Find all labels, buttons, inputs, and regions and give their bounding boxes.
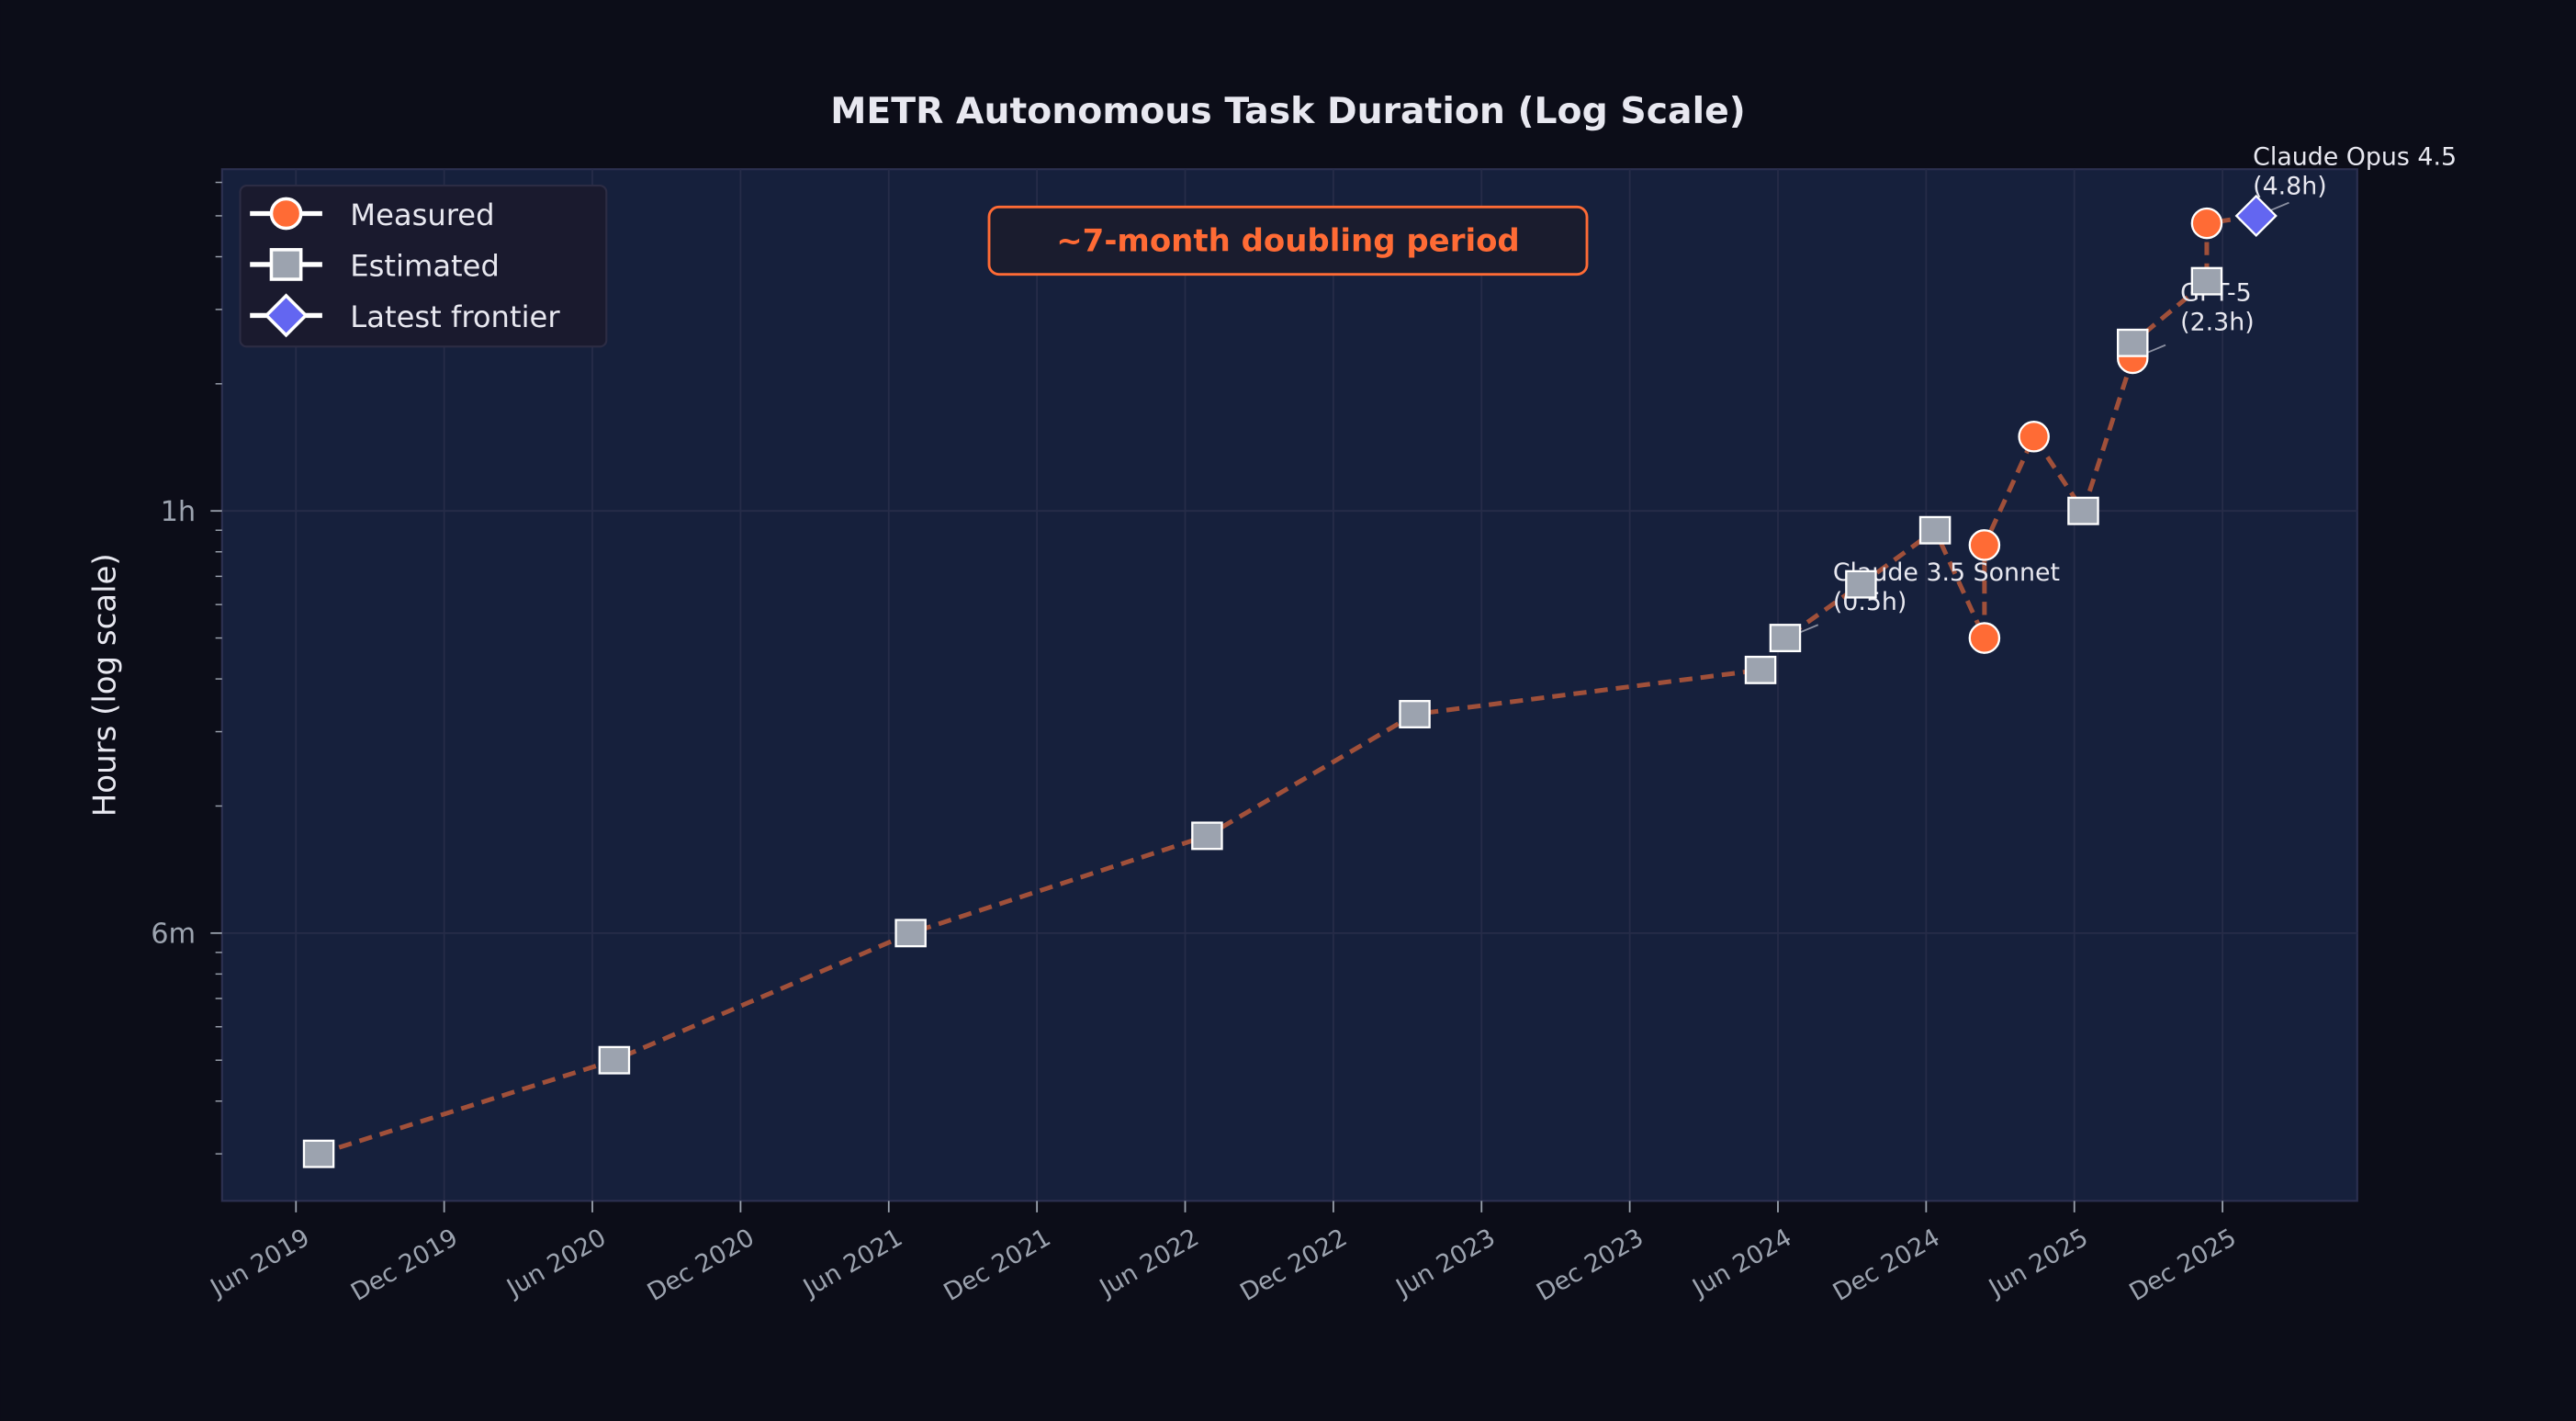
estimated-point	[302, 1139, 335, 1168]
legend-item-latest-frontier: Latest frontier	[250, 293, 560, 338]
estimated-point	[1191, 821, 1223, 851]
estimated-point	[2067, 496, 2099, 525]
measured-point	[1968, 622, 2001, 654]
chart-title: METR Autonomous Task Duration (Log Scale…	[830, 90, 1746, 132]
square-marker-icon	[269, 248, 303, 281]
callout-text: ~7-month doubling period	[1056, 223, 1520, 260]
legend-item-estimated: Estimated	[250, 248, 500, 283]
annotation-value: (2.3h)	[2180, 309, 2255, 337]
estimated-point	[1845, 570, 1877, 599]
y-axis-label: Hours (log scale)	[87, 553, 124, 817]
legend: Measured Estimated Latest frontier	[239, 185, 608, 348]
grid	[221, 169, 2357, 1201]
circle-marker-icon	[269, 197, 303, 231]
legend-label: Measured	[350, 197, 494, 232]
measured-point	[1968, 529, 2001, 561]
annotation-value: (4.8h)	[2253, 173, 2327, 201]
estimated-point	[598, 1045, 631, 1075]
y-tick-label: 6m	[151, 919, 196, 951]
estimated-point	[1744, 655, 1777, 684]
frontier-point	[2234, 194, 2278, 238]
legend-item-measured: Measured	[250, 197, 495, 232]
estimated-point	[1918, 515, 1952, 545]
measured-point	[2018, 421, 2050, 453]
annotation-pointer	[1797, 624, 1819, 635]
estimated-point	[2116, 328, 2149, 357]
legend-label: Latest frontier	[350, 299, 560, 334]
estimated-point	[1399, 700, 1431, 728]
annotation-pointer	[2268, 201, 2289, 212]
y-axis: 6m 1h	[151, 181, 222, 1155]
estimated-point	[1769, 624, 1802, 653]
y-tick-label: 1h	[161, 496, 197, 528]
annotation-name: Claude Opus 4.5	[2253, 142, 2457, 171]
callout-box: ~7-month doubling period	[987, 205, 1589, 276]
estimated-point	[894, 919, 927, 948]
diamond-marker-icon	[264, 293, 309, 338]
data-points	[302, 194, 2278, 1168]
measured-point	[2190, 207, 2223, 240]
estimated-point	[2190, 266, 2223, 296]
legend-label: Estimated	[350, 248, 500, 283]
annotation-pointer	[2145, 344, 2166, 355]
